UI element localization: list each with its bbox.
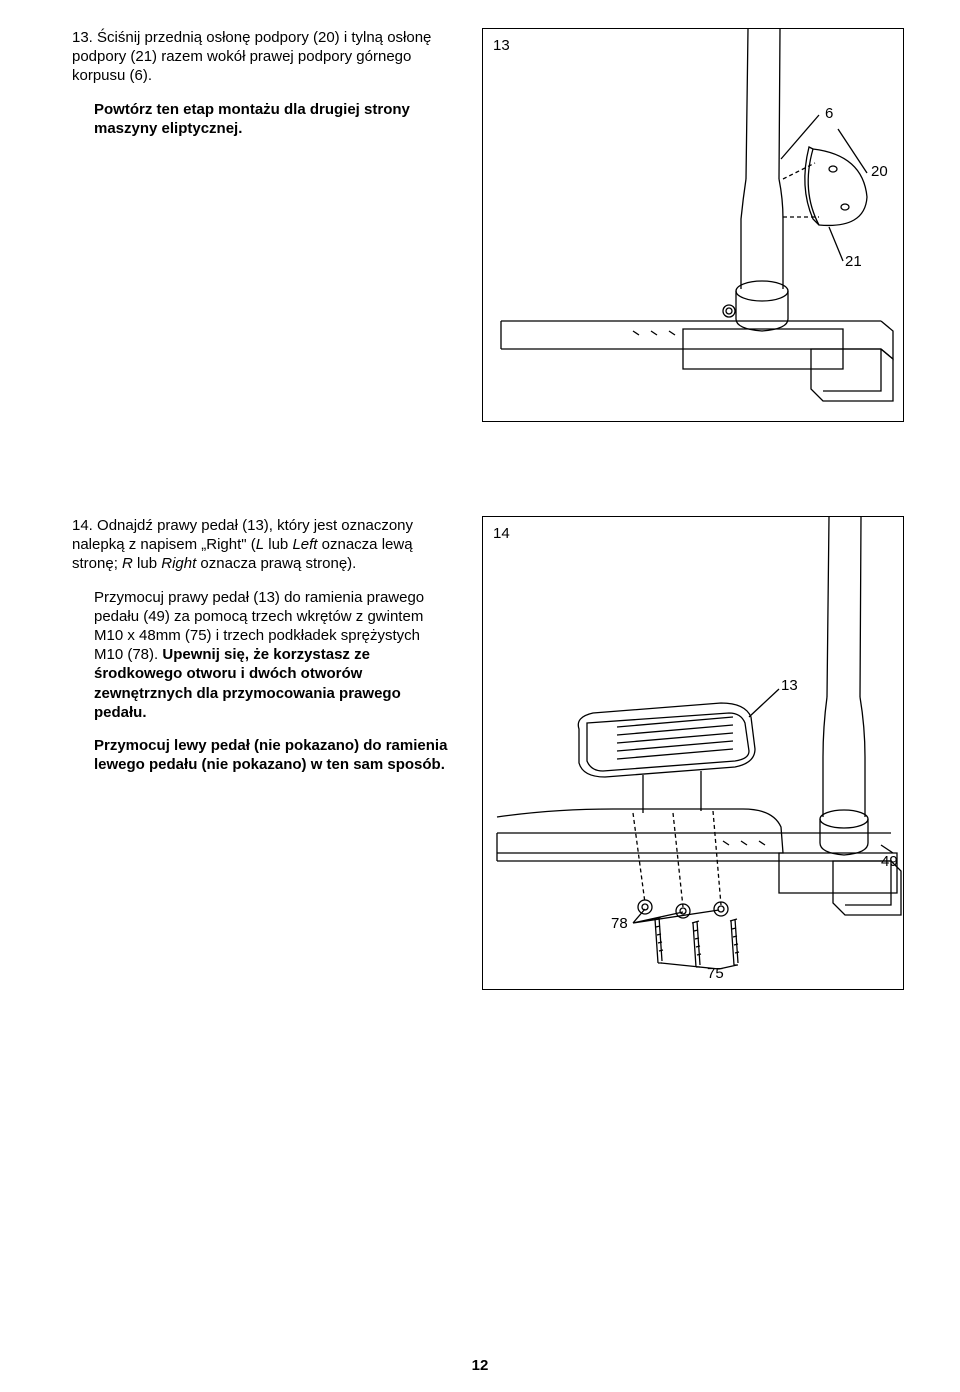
figure-13: 13 [482, 28, 904, 422]
page: 13. Ściśnij przednią osłonę podpory (20)… [0, 0, 960, 1392]
s14-p1d: lub [133, 555, 161, 572]
s14-p1b: lub [264, 536, 292, 553]
callout-75: 75 [707, 965, 724, 982]
step-13-bold: Powtórz ten etap montażu dla drugiej str… [94, 100, 452, 138]
step-14-number: 14. [72, 517, 93, 534]
callout-13: 13 [781, 677, 798, 694]
callout-21: 21 [845, 253, 862, 270]
step-14-para-2: Przymocuj prawy pedał (13) do ramienia p… [94, 588, 452, 722]
figure-14: 14 [482, 516, 904, 990]
step-13-number: 13. [72, 29, 93, 46]
callout-49: 49 [881, 853, 898, 870]
step-14-text: 14. Odnajdź prawy pedał (13), który jest… [72, 516, 452, 784]
s14-R: R [122, 555, 133, 572]
step-14-body: 14. Odnajdź prawy pedał (13), który jest… [72, 516, 452, 774]
s14-Left: Left [292, 536, 317, 553]
step-14-para-1: 14. Odnajdź prawy pedał (13), który jest… [72, 516, 452, 574]
step-14-para-3: Przymocuj lewy pedał (nie pokazano) do r… [94, 736, 452, 774]
callout-20: 20 [871, 163, 888, 180]
step-13-body: 13. Ściśnij przednią osłonę podpory (20)… [72, 28, 452, 138]
s14-p1e: oznacza prawą stronę). [196, 555, 356, 572]
step-13-text: 13. Ściśnij przednią osłonę podpory (20)… [72, 28, 452, 148]
figure-13-svg [483, 29, 903, 421]
step-13-para-1: 13. Ściśnij przednią osłonę podpory (20)… [72, 28, 452, 86]
callout-78: 78 [611, 915, 628, 932]
s14-L: L [256, 536, 264, 553]
step-13-p1: Ściśnij przednią osłonę podpory (20) i t… [72, 29, 431, 84]
callout-6: 6 [825, 105, 833, 122]
s14-Right: Right [161, 555, 196, 572]
page-number: 12 [0, 1357, 960, 1374]
figure-14-svg [483, 517, 903, 989]
